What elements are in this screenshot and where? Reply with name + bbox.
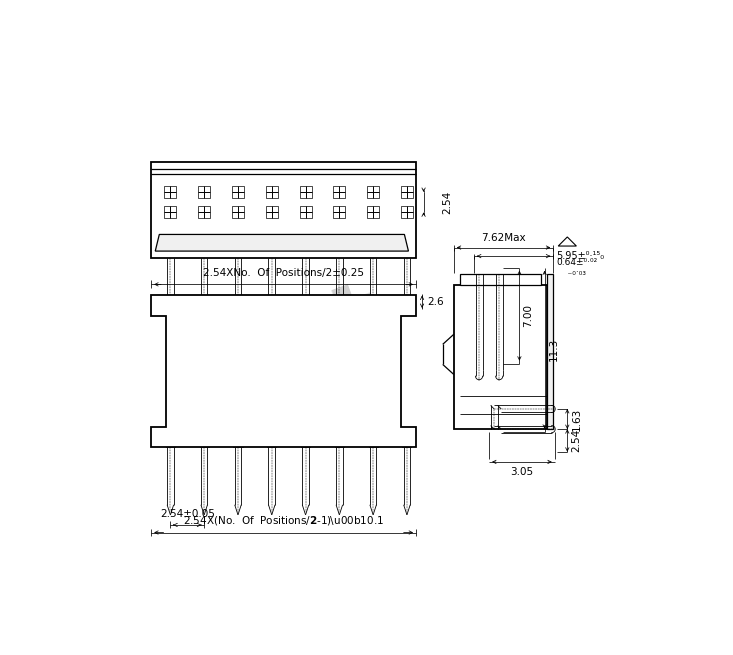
- Bar: [164, 206, 177, 218]
- Text: 2.6: 2.6: [427, 297, 443, 307]
- Bar: [334, 186, 345, 198]
- Text: 1.63: 1.63: [571, 407, 581, 430]
- Text: 2.54XNo.  Of  Positions/2±0.25: 2.54XNo. Of Positions/2±0.25: [203, 269, 364, 278]
- Bar: [402, 441, 411, 447]
- Bar: [233, 441, 243, 447]
- Text: 7.62Max: 7.62Max: [481, 233, 526, 242]
- Text: 2.54±0.05: 2.54±0.05: [160, 509, 215, 519]
- Text: 11.3: 11.3: [549, 338, 559, 362]
- Bar: [198, 186, 210, 198]
- Text: 2.54X(No.  Of  Positions/$\mathbf{2}$-1)\u00b10.1: 2.54X(No. Of Positions/$\mathbf{2}$-1)\u…: [183, 514, 384, 527]
- Bar: [266, 186, 278, 198]
- Bar: [268, 441, 276, 447]
- Bar: [369, 441, 377, 447]
- Bar: [198, 206, 210, 218]
- Text: 7.00: 7.00: [523, 304, 534, 327]
- Bar: [300, 206, 312, 218]
- Text: 5.95±⁰·¹⁵₀: 5.95±⁰·¹⁵₀: [556, 251, 604, 261]
- Bar: [156, 295, 411, 308]
- Polygon shape: [559, 237, 576, 246]
- Bar: [232, 206, 244, 218]
- Bar: [334, 206, 345, 218]
- Bar: [266, 206, 278, 218]
- Bar: [401, 186, 413, 198]
- Bar: [164, 186, 177, 198]
- Bar: [547, 274, 553, 429]
- Text: 2.54: 2.54: [571, 429, 581, 452]
- Polygon shape: [151, 295, 416, 447]
- Text: 0.64±⁰·⁰²
    ₋₀·₀₃: 0.64±⁰·⁰² ₋₀·₀₃: [556, 257, 597, 277]
- Bar: [232, 186, 244, 198]
- Bar: [300, 186, 312, 198]
- Bar: [301, 441, 310, 447]
- Polygon shape: [155, 234, 408, 251]
- Bar: [454, 286, 547, 429]
- Bar: [166, 441, 175, 447]
- Bar: [199, 441, 209, 447]
- Text: 3.05: 3.05: [510, 467, 534, 477]
- Bar: [401, 206, 413, 218]
- Bar: [460, 274, 540, 286]
- Bar: [367, 206, 379, 218]
- Text: Amt: Amt: [150, 271, 399, 441]
- Bar: [335, 441, 344, 447]
- Bar: [151, 162, 416, 257]
- Bar: [367, 186, 379, 198]
- Text: 2.54: 2.54: [442, 191, 452, 214]
